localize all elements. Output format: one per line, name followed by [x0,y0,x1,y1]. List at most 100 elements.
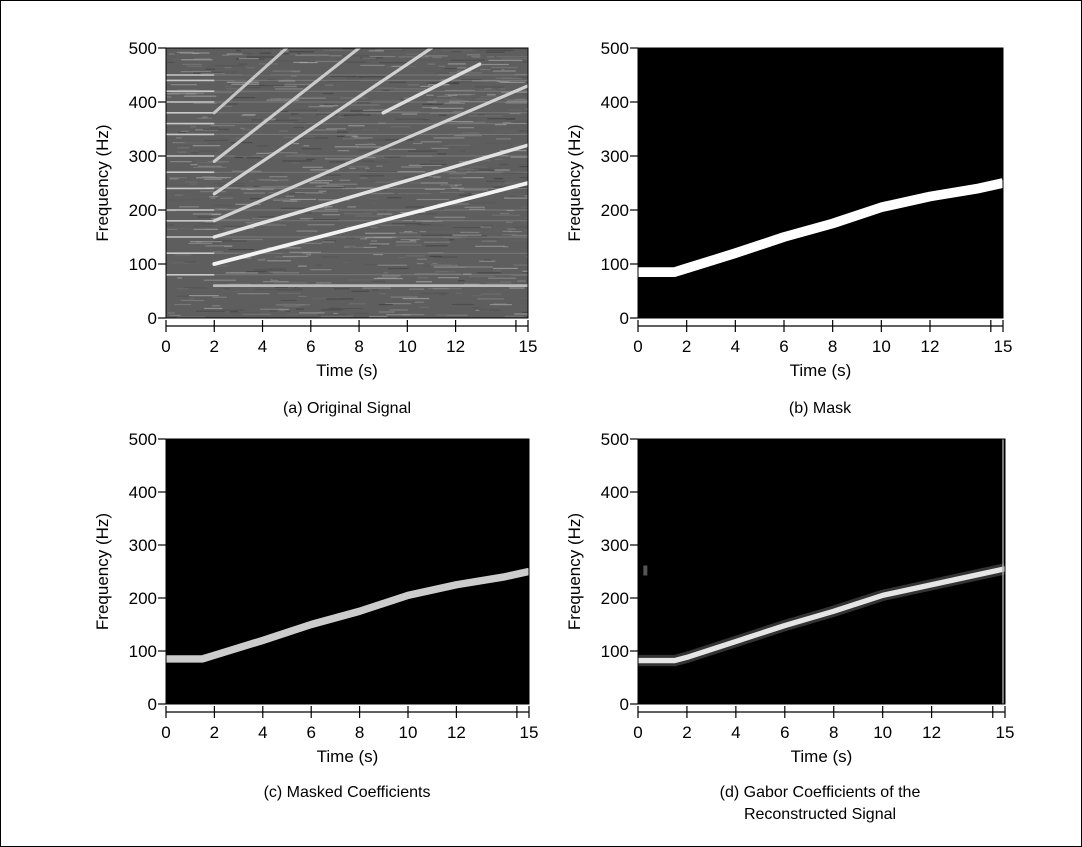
noise-streak [381,221,403,224]
noise-streak [308,140,330,142]
noise-streak [403,219,413,222]
noise-streak [482,63,509,66]
noise-streak [166,61,175,63]
noise-streak [270,279,279,281]
noise-streak [449,101,461,103]
noise-streak [437,277,459,279]
noise-streak [492,214,521,216]
noise-streak [326,128,347,130]
noise-streak [370,240,378,242]
panel-caption: (b) Mask [789,400,852,417]
x-tick-label: 10 [873,723,892,742]
noise-streak [306,180,322,182]
noise-streak [438,65,446,67]
noise-streak [353,137,373,139]
noise-streak [167,312,175,314]
noise-streak [427,101,437,103]
noise-streak [522,94,528,96]
x-tick-label: 10 [872,337,891,356]
noise-streak [460,231,480,234]
noise-streak [398,192,432,195]
noise-streak [205,245,233,247]
noise-streak [458,194,477,196]
noise-streak [386,307,401,309]
noise-streak [478,114,485,116]
noise-streak [226,301,237,303]
noise-streak [500,212,510,215]
noise-streak [222,172,242,175]
noise-streak [197,216,214,218]
noise-streak [507,190,515,192]
noise-streak [426,82,436,84]
noise-streak [479,260,496,262]
noise-streak [466,54,481,56]
noise-streak [442,236,462,239]
noise-streak [432,56,442,59]
noise-streak [276,289,303,291]
noise-streak [315,114,338,116]
noise-streak [503,98,528,100]
noise-streak [242,114,256,116]
noise-streak [372,99,401,102]
x-tick-label: 0 [161,337,170,356]
noise-streak [372,280,385,283]
noise-streak [342,187,368,190]
noise-streak [435,271,455,273]
noise-streak [218,70,227,72]
x-tick-label: 15 [994,337,1013,356]
noise-streak [527,221,528,224]
noise-streak [286,314,319,316]
noise-streak [291,75,297,77]
noise-streak [279,130,289,132]
y-tick-label: 200 [601,201,629,220]
plot-area [638,48,1003,318]
noise-streak [451,59,485,61]
y-tick-label: 200 [129,201,157,220]
noise-streak [416,223,431,226]
noise-streak [226,53,243,55]
noise-streak [340,114,347,117]
noise-streak [388,267,409,270]
x-tick-label: 12 [446,337,465,356]
noise-streak [257,259,266,261]
noise-streak [189,240,223,243]
noise-streak [347,206,356,208]
noise-streak [413,59,448,61]
noise-streak [304,84,333,86]
noise-streak [234,52,254,55]
spectrogram-background [638,439,1005,704]
noise-streak [325,174,341,176]
y-tick-label: 100 [601,642,629,661]
noise-streak [299,61,318,64]
noise-streak [433,266,466,268]
noise-streak [306,158,316,160]
y-tick-label: 300 [601,536,629,555]
noise-streak [334,288,350,290]
noise-streak [210,127,219,129]
noise-streak [402,297,430,300]
noise-streak [362,287,392,289]
noise-streak [451,51,462,53]
noise-streak [170,84,198,86]
noise-streak [311,210,339,213]
noise-streak [494,130,517,132]
noise-streak [423,118,430,121]
y-tick-label: 500 [129,39,157,58]
noise-streak [384,156,401,158]
noise-streak [506,209,515,212]
noise-streak [218,185,246,187]
noise-streak [344,61,366,63]
noise-streak [452,234,482,236]
noise-streak [447,270,453,272]
noise-streak [464,283,480,285]
noise-streak [371,202,376,204]
noise-streak [480,293,502,295]
noise-streak [259,179,289,181]
noise-streak [363,263,395,266]
noise-streak [379,293,387,295]
noise-streak [449,100,469,102]
chirp-line-4 [212,84,528,223]
noise-streak [487,211,499,213]
noise-streak [325,79,345,81]
